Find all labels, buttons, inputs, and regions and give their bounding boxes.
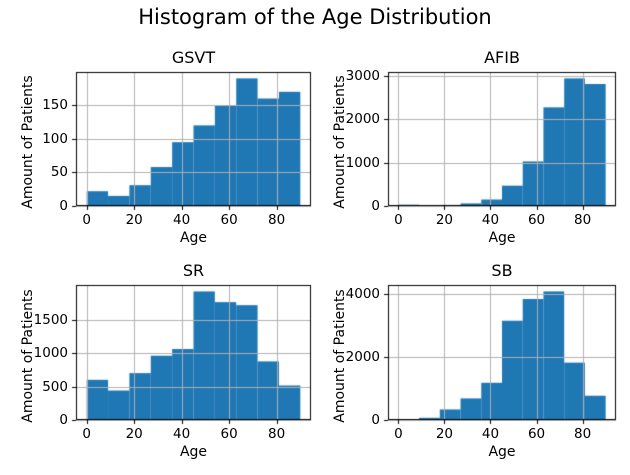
y-tick-label: 2000 (345, 348, 380, 365)
x-axis-label-sr: Age (179, 444, 208, 460)
y-tick-label: 0 (371, 198, 380, 214)
figure-title: Histogram of the Age Distribution (138, 5, 492, 29)
y-tick-label: 100 (42, 130, 68, 147)
x-tick-label: 80 (267, 212, 286, 228)
y-tick-label: 150 (42, 97, 68, 114)
y-tick-label: 1000 (33, 345, 68, 362)
histogram-canvas-gsvt (66, 62, 321, 216)
x-axis-label-sb: Age (488, 444, 516, 460)
x-tick-label: 80 (267, 426, 286, 442)
y-tick-label: 50 (50, 164, 68, 181)
y-tick-label: 1500 (33, 311, 68, 328)
x-tick-label: 40 (481, 212, 500, 228)
x-tick-label: 60 (527, 212, 546, 228)
x-tick-label: 0 (394, 212, 403, 228)
y-tick-label: 0 (371, 412, 380, 428)
x-tick-label: 20 (435, 212, 454, 228)
y-tick-label: 1000 (345, 154, 380, 171)
x-tick-label: 20 (435, 426, 454, 442)
x-tick-label: 40 (173, 426, 191, 442)
x-tick-label: 40 (173, 212, 191, 228)
x-axis-label-gsvt: Age (179, 230, 208, 246)
x-tick-label: 0 (82, 426, 91, 442)
x-tick-label: 60 (527, 426, 546, 442)
x-tick-label: 20 (125, 212, 143, 228)
y-tick-label: 500 (42, 378, 68, 395)
histogram-canvas-sr (66, 275, 321, 430)
histogram-canvas-afib (378, 62, 626, 216)
y-tick-label: 3000 (345, 68, 380, 85)
y-tick-label: 0 (59, 412, 68, 428)
x-tick-label: 0 (394, 426, 403, 442)
x-tick-label: 80 (574, 426, 592, 442)
subplot-title-sr: SR (182, 261, 205, 280)
x-tick-label: 40 (481, 426, 500, 442)
x-tick-label: 60 (220, 212, 238, 228)
x-axis-label-afib: Age (488, 230, 516, 246)
x-tick-label: 20 (125, 426, 143, 442)
y-tick-label: 0 (59, 198, 68, 214)
y-tick-label: 4000 (345, 285, 380, 302)
histogram-canvas-sb (378, 275, 626, 430)
x-tick-label: 0 (82, 212, 91, 228)
x-tick-label: 80 (574, 212, 592, 228)
subplot-title-gsvt: GSVT (171, 48, 216, 67)
subplot-title-sb: SB (491, 261, 513, 280)
x-tick-label: 60 (220, 426, 238, 442)
subplot-title-afib: AFIB (484, 48, 520, 67)
y-tick-label: 2000 (345, 111, 380, 128)
